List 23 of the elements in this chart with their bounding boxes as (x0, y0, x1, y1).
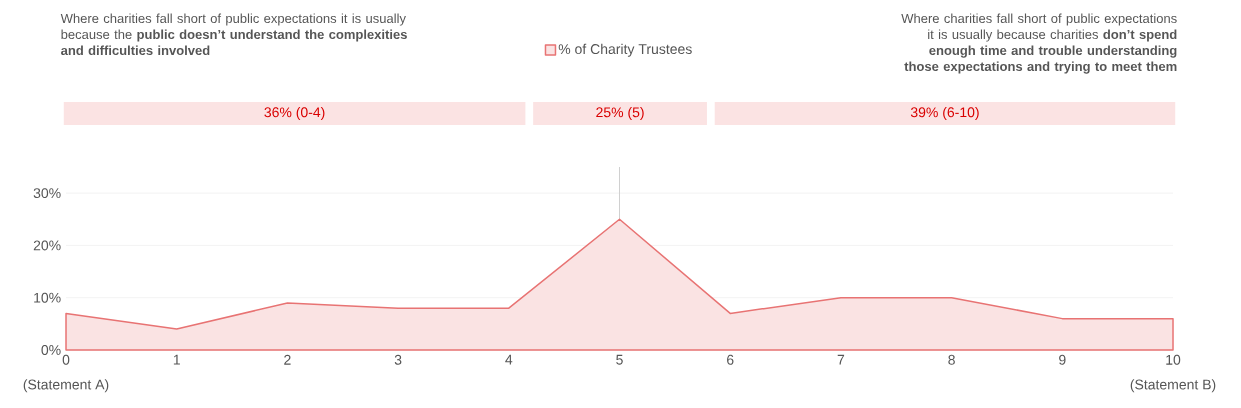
y-tick-label: 10% (34, 292, 61, 303)
y-tick-label: 30% (33, 188, 61, 199)
text: 39% (6-10) (910, 106, 979, 120)
text: 25% (5) (596, 106, 644, 120)
x-tick-label: 8 (948, 354, 955, 365)
legend-label: % of Charity Trustees (558, 43, 692, 57)
x-tick-label: 9 (1059, 354, 1066, 365)
y-tick-label: 0% (41, 345, 61, 355)
text: Where charities fall short of public expectations it is usually because charities don’t spend enough time and trouble understanding those expectations and trying to meet them (901, 13, 1177, 74)
text: 36% (0-4) (264, 106, 325, 120)
x-tick-label: 2 (284, 354, 291, 365)
x-tick-label: 1 (173, 354, 180, 365)
x-tick-label: 6 (727, 354, 734, 365)
text: (Statement A) (23, 379, 109, 393)
x-tick-label: 3 (394, 354, 402, 365)
text: (Statement B) (1130, 379, 1216, 393)
text: Where charities fall short of public expectations it is usually because the public doesn’t understand the complexities and difficulties involved (60, 13, 407, 56)
x-tick-label: 5 (616, 354, 623, 365)
x-tick-label: 10 (1166, 354, 1181, 365)
x-tick-label: 0 (62, 354, 70, 365)
x-tick-label: 4 (505, 354, 513, 365)
y-tick-label: 20% (33, 240, 61, 251)
x-tick-label: 7 (837, 354, 845, 365)
